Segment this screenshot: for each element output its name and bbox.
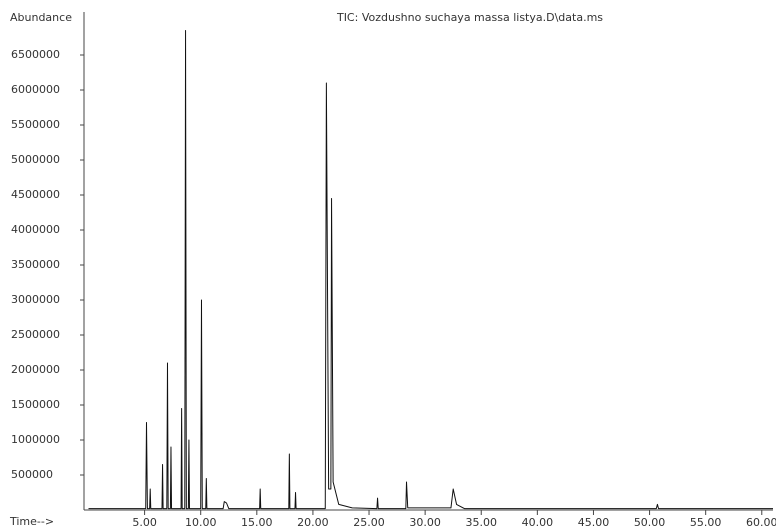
x-tick-label: 15.00 — [241, 516, 273, 529]
y-tick-label: 6500000 — [11, 48, 60, 61]
x-axis-label: Time--> — [9, 515, 54, 528]
x-tick-label: 25.00 — [353, 516, 385, 529]
y-tick-label: 5500000 — [11, 118, 60, 131]
x-tick-label: 60.00 — [746, 516, 776, 529]
x-tick-label: 20.00 — [297, 516, 329, 529]
x-tick-label: 35.00 — [465, 516, 497, 529]
x-tick-label: 45.00 — [578, 516, 610, 529]
x-tick-label: 5.00 — [132, 516, 157, 529]
chart-title: TIC: Vozdushno suchaya massa listya.D\da… — [336, 11, 603, 24]
y-tick-label: 6000000 — [11, 83, 60, 96]
y-tick-label: 2500000 — [11, 328, 60, 341]
y-tick-label: 1000000 — [11, 433, 60, 446]
x-tick-label: 30.00 — [409, 516, 441, 529]
y-tick-label: 4500000 — [11, 188, 60, 201]
y-tick-label: 3000000 — [11, 293, 60, 306]
y-tick-label: 500000 — [11, 468, 53, 481]
y-tick-label: 1500000 — [11, 398, 60, 411]
x-tick-label: 10.00 — [185, 516, 217, 529]
y-tick-label: 5000000 — [11, 153, 60, 166]
x-tick-label: 50.00 — [634, 516, 666, 529]
x-tick-label: 55.00 — [690, 516, 722, 529]
y-tick-label: 2000000 — [11, 363, 60, 376]
chromatogram-line — [88, 30, 773, 510]
y-tick-label: 3500000 — [11, 258, 60, 271]
y-axis-label: Abundance — [10, 11, 72, 24]
x-tick-label: 40.00 — [522, 516, 554, 529]
y-tick-label: 4000000 — [11, 223, 60, 236]
